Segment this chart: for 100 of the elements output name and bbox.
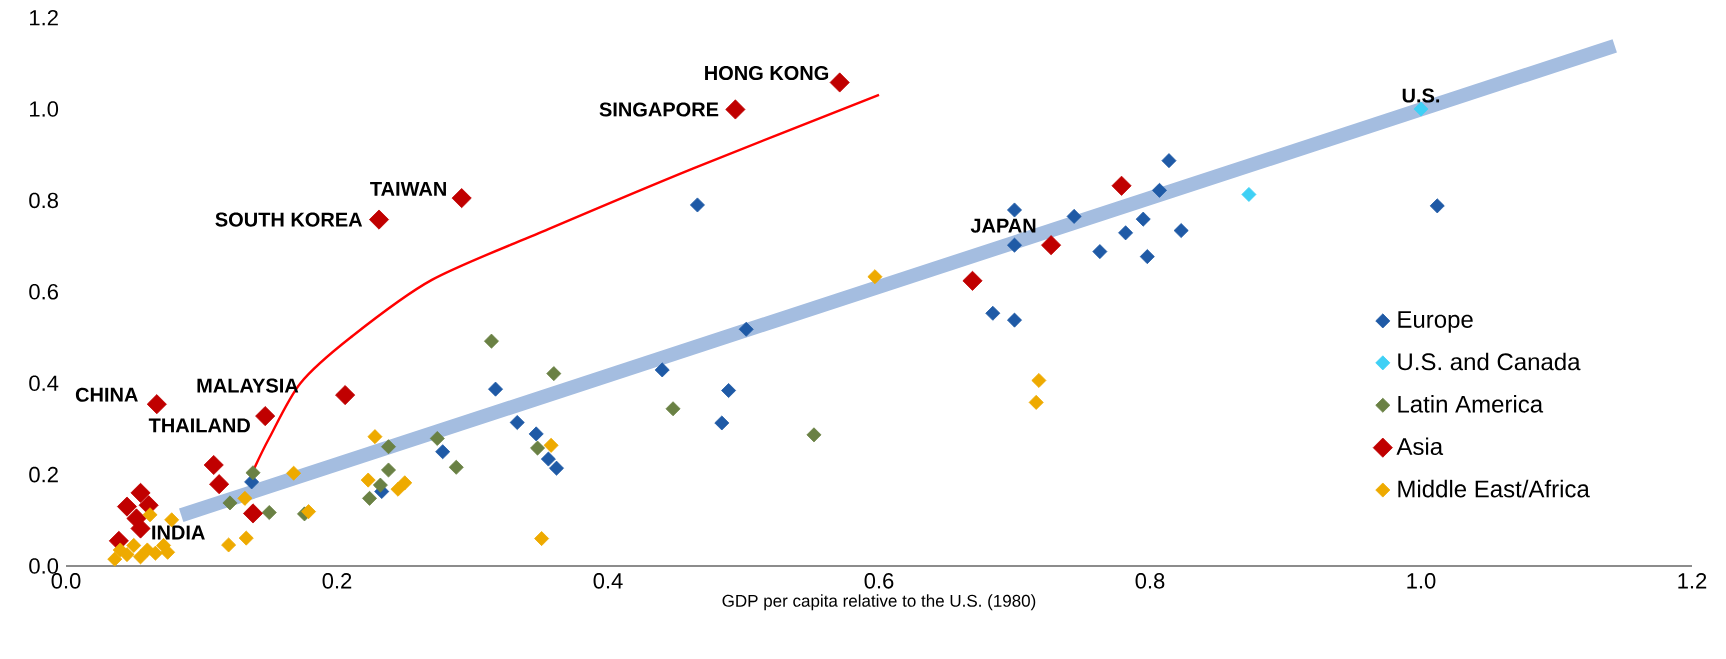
x-tick-label: 1.2 — [1678, 573, 1707, 589]
point — [369, 209, 390, 230]
point — [381, 462, 396, 478]
point — [130, 518, 151, 539]
point — [242, 503, 264, 524]
point — [543, 437, 559, 453]
annotation: SINGAPORE — [599, 102, 719, 117]
point — [367, 429, 383, 445]
point — [209, 474, 230, 495]
point — [689, 197, 705, 213]
point — [985, 305, 1001, 321]
point — [1031, 372, 1047, 388]
x-tick-label: 0.6 — [864, 573, 894, 589]
point — [1118, 225, 1134, 241]
annotation: CHINA — [75, 387, 138, 402]
annotation: MALAYSIA — [197, 378, 299, 393]
point — [534, 531, 550, 547]
x-tick-label: 1.0 — [1407, 573, 1436, 589]
point — [488, 381, 504, 397]
point — [107, 551, 123, 567]
y-tick-label: 0.8 — [29, 192, 58, 209]
point — [126, 537, 142, 553]
legend-label: Europe — [1398, 311, 1473, 333]
point — [381, 439, 396, 455]
point — [238, 530, 254, 546]
point — [1139, 249, 1155, 265]
legend-label: U.S. and Canada — [1398, 352, 1581, 371]
point — [429, 431, 445, 446]
point — [1066, 208, 1082, 224]
y-tick-label: 0.6 — [29, 284, 58, 300]
point — [255, 406, 276, 427]
point — [116, 496, 138, 517]
point — [362, 490, 377, 506]
point — [245, 465, 261, 481]
y-tick-label: 0.0 — [29, 558, 59, 574]
point — [119, 547, 135, 563]
point — [448, 459, 464, 475]
point — [654, 362, 670, 378]
point — [160, 544, 176, 560]
point — [546, 366, 562, 382]
point — [130, 482, 151, 503]
point — [1111, 175, 1132, 196]
point — [286, 465, 302, 481]
point — [301, 504, 317, 520]
y-tick-label: 0.4 — [29, 375, 59, 391]
point — [1041, 235, 1062, 256]
legend-label: Middle East/Africa — [1398, 479, 1590, 498]
legend-label: Latin America — [1398, 395, 1544, 413]
x-axis-title: GDP per capita relative to the U.S. (1980) — [722, 594, 1036, 611]
point — [829, 72, 850, 93]
point — [1007, 202, 1022, 218]
point — [1092, 244, 1108, 260]
annotation: TAIWAN — [370, 181, 446, 196]
annotation: JAPAN — [970, 218, 1036, 233]
point — [1007, 312, 1022, 328]
point — [203, 454, 224, 475]
y-tick-label: 1.0 — [30, 101, 59, 117]
point — [146, 394, 167, 415]
point — [372, 477, 388, 493]
point — [484, 333, 499, 349]
point — [237, 490, 253, 506]
annotation: U.S. — [1402, 88, 1440, 103]
point — [549, 460, 564, 476]
annotation: SOUTH KOREA — [215, 212, 363, 227]
point — [1173, 223, 1189, 239]
point — [806, 427, 822, 443]
point — [435, 444, 451, 460]
point — [360, 472, 376, 488]
point — [221, 537, 237, 553]
point — [1429, 198, 1445, 214]
point — [397, 475, 413, 491]
point — [509, 415, 525, 430]
point — [528, 426, 544, 442]
point — [1241, 186, 1257, 202]
y-tick-label: 1.2 — [30, 9, 58, 26]
point — [867, 269, 883, 285]
x-tick-label: 0.4 — [593, 573, 623, 589]
y-tick-label: 0.2 — [29, 466, 58, 483]
point — [1135, 211, 1151, 227]
annotation: INDIA — [152, 525, 205, 540]
point — [714, 415, 730, 431]
point — [962, 270, 983, 291]
point — [335, 385, 356, 406]
point — [530, 440, 546, 456]
annotation: HONG KONG — [705, 65, 829, 81]
x-tick-label: 0.2 — [322, 573, 352, 589]
point — [133, 549, 149, 565]
point — [1152, 182, 1167, 198]
legend-label: Asia — [1396, 437, 1444, 456]
point — [1007, 237, 1022, 253]
annotation: THAILAND — [148, 418, 250, 433]
point — [1161, 153, 1177, 169]
x-tick-label: 0.8 — [1135, 573, 1165, 589]
point — [738, 321, 754, 337]
point — [147, 545, 163, 561]
point — [261, 505, 277, 520]
point — [665, 401, 681, 417]
point — [222, 495, 238, 511]
point — [451, 188, 472, 209]
point — [721, 383, 737, 398]
